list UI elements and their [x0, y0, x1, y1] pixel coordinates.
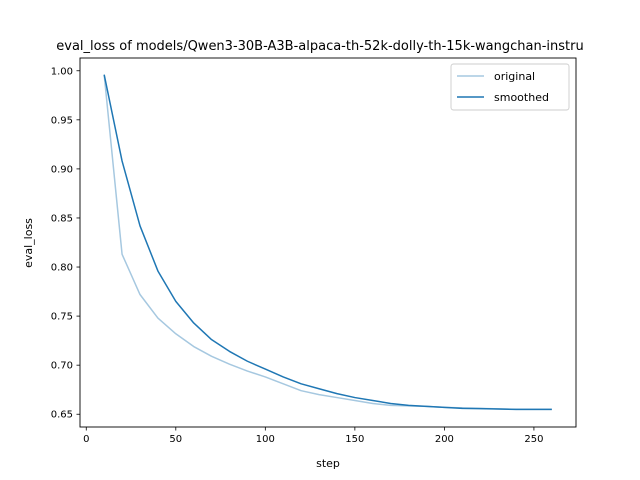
y-axis-ticks: 0.65 0.70 0.75 0.80 0.85 0.90 0.95 1.00 — [51, 66, 80, 421]
y-tick-label: 0.85 — [51, 213, 73, 224]
chart-title: eval_loss of models/Qwen3-30B-A3B-alpaca… — [56, 39, 583, 54]
y-tick-label: 1.00 — [51, 66, 73, 77]
y-tick-label: 0.80 — [51, 263, 73, 274]
y-tick-label: 0.90 — [51, 164, 73, 175]
x-axis-label: step — [316, 457, 340, 470]
x-tick-label: 200 — [435, 434, 454, 445]
series-layer — [103, 74, 552, 411]
x-axis-ticks: 0 50 100 150 200 250 — [83, 427, 543, 445]
x-tick-label: 250 — [524, 434, 543, 445]
x-tick-label: 150 — [345, 434, 364, 445]
plot-area — [79, 57, 577, 428]
y-tick-label: 0.75 — [51, 312, 73, 323]
axes-frame — [79, 57, 577, 428]
series-line-smoothed — [103, 74, 552, 411]
x-tick-label: 50 — [169, 434, 182, 445]
legend-label-smoothed: smoothed — [494, 91, 549, 104]
legend: original smoothed — [450, 63, 570, 111]
y-tick-label: 0.65 — [51, 410, 73, 421]
legend-label-original: original — [494, 70, 535, 83]
y-tick-label: 0.95 — [51, 115, 73, 126]
y-tick-label: 0.70 — [51, 361, 73, 372]
x-tick-label: 100 — [256, 434, 275, 445]
y-axis-label: eval_loss — [22, 218, 35, 268]
x-tick-label: 0 — [83, 434, 89, 445]
